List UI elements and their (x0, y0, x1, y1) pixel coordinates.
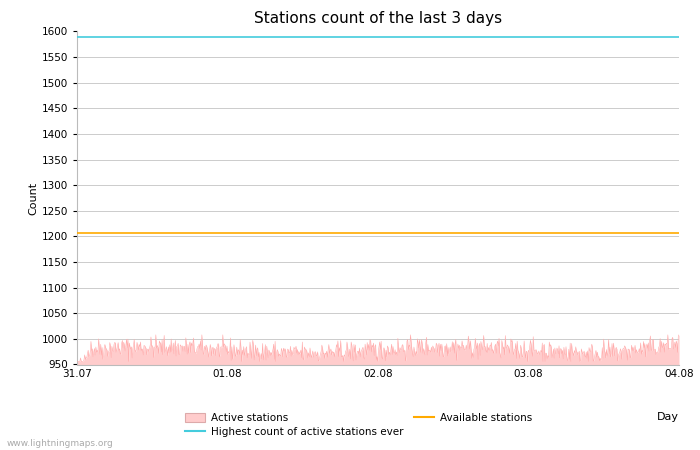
Text: www.lightningmaps.org: www.lightningmaps.org (7, 439, 113, 448)
Legend: Active stations, Highest count of active stations ever, Available stations: Active stations, Highest count of active… (185, 413, 532, 437)
Title: Stations count of the last 3 days: Stations count of the last 3 days (254, 11, 502, 26)
Y-axis label: Count: Count (29, 181, 38, 215)
Text: Day: Day (657, 412, 679, 422)
